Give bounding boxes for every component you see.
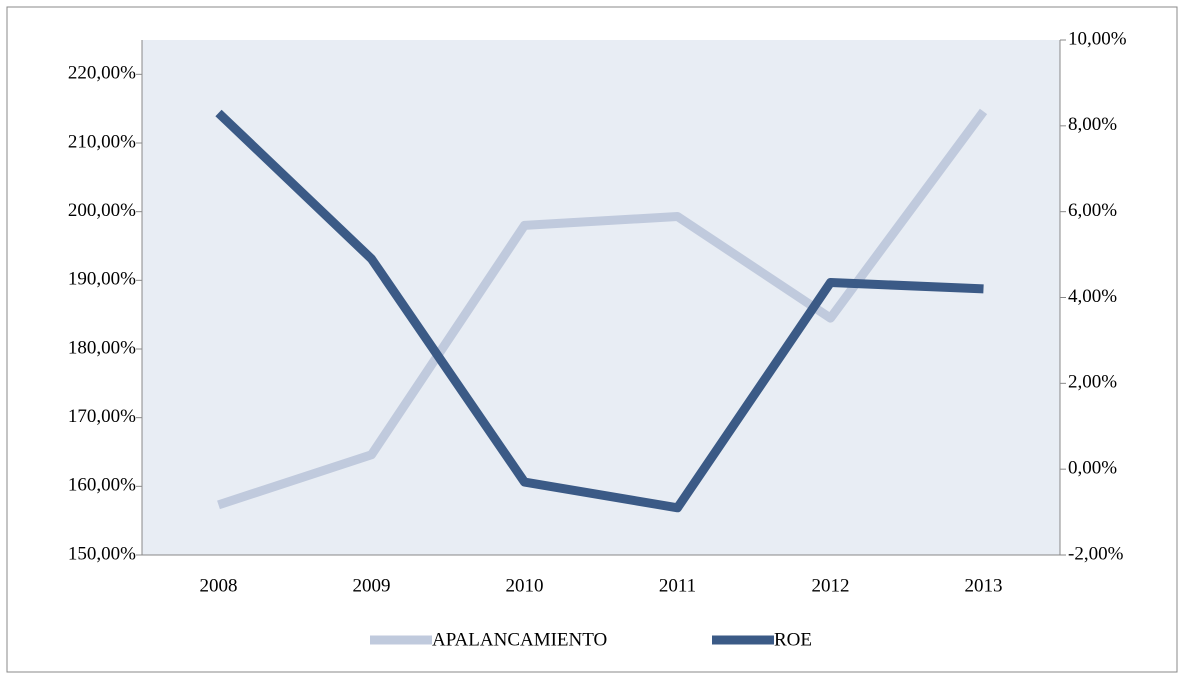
y-tick-label: 180,00%: [68, 337, 136, 358]
y-tick-label: 160,00%: [68, 475, 136, 496]
legend-label: APALANCAMIENTO: [432, 629, 607, 650]
y2-tick-label: 4,00%: [1068, 286, 1117, 307]
x-tick-label: 2013: [965, 575, 1003, 596]
y-tick-label: 150,00%: [68, 543, 136, 564]
y-tick-label: 200,00%: [68, 200, 136, 221]
y2-tick-label: 0,00%: [1068, 458, 1117, 479]
line-series: [215, 109, 984, 513]
y2-tick-label: 6,00%: [1068, 200, 1117, 221]
y2-tick-label: 10,00%: [1068, 28, 1127, 49]
y-tick-label: 170,00%: [68, 406, 136, 427]
y2-tick-label: 8,00%: [1068, 114, 1117, 135]
legend-label: ROE: [774, 629, 812, 650]
y2-tick-label: 2,00%: [1068, 372, 1117, 393]
y2-tick-label: -2,00%: [1068, 543, 1124, 564]
y-tick-label: 190,00%: [68, 269, 136, 290]
plot-area: [142, 40, 1060, 555]
y-tick-label: 210,00%: [68, 131, 136, 152]
x-tick-label: 2008: [200, 575, 238, 596]
x-tick-label: 2012: [812, 575, 850, 596]
x-tick-label: 2011: [659, 575, 696, 596]
x-tick-label: 2009: [353, 575, 391, 596]
x-tick-label: 2010: [506, 575, 544, 596]
y-tick-label: 220,00%: [68, 63, 136, 84]
